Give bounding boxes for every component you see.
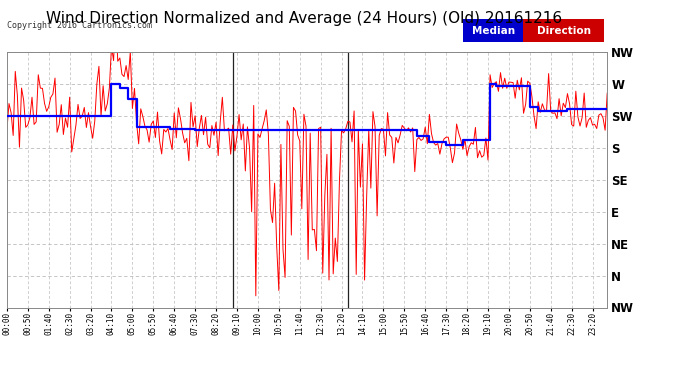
Text: Direction: Direction bbox=[537, 26, 591, 36]
Text: Wind Direction Normalized and Average (24 Hours) (Old) 20161216: Wind Direction Normalized and Average (2… bbox=[46, 11, 562, 26]
FancyBboxPatch shape bbox=[523, 20, 604, 42]
FancyBboxPatch shape bbox=[463, 20, 523, 42]
Text: Copyright 2016 Cartronics.com: Copyright 2016 Cartronics.com bbox=[7, 21, 152, 30]
Text: Median: Median bbox=[471, 26, 515, 36]
